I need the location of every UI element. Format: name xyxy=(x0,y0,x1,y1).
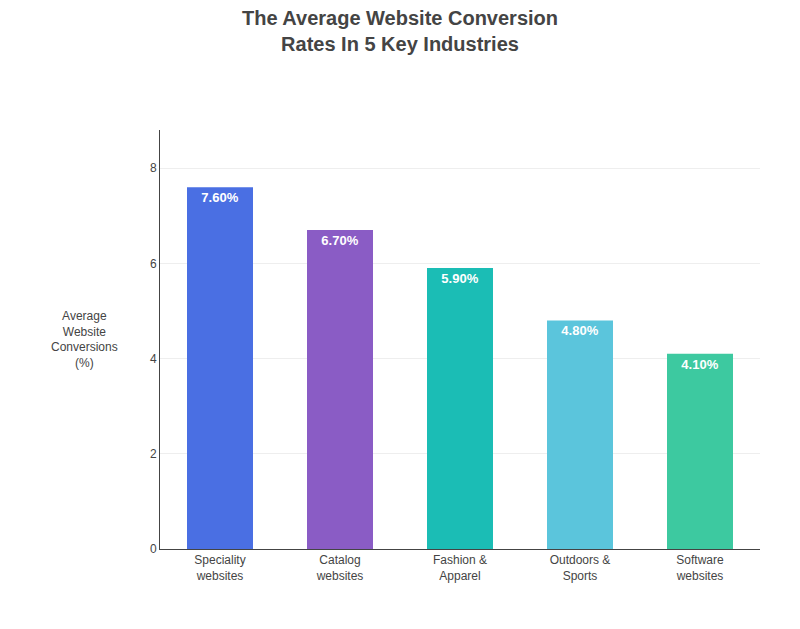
svg-text:4: 4 xyxy=(150,352,157,366)
svg-text:8: 8 xyxy=(150,161,157,175)
svg-text:6.70%: 6.70% xyxy=(321,233,358,248)
svg-text:Softwarewebsites: Softwarewebsites xyxy=(676,553,724,583)
svg-text:The Average Website Conversion: The Average Website ConversionRates In 5… xyxy=(242,7,558,55)
svg-text:AverageWebsiteConversions(%): AverageWebsiteConversions(%) xyxy=(51,309,118,370)
svg-text:4.10%: 4.10% xyxy=(681,357,718,372)
svg-text:5.90%: 5.90% xyxy=(441,271,478,286)
svg-text:Catalogwebsites: Catalogwebsites xyxy=(316,553,364,583)
svg-text:Fashion &Apparel: Fashion &Apparel xyxy=(433,553,487,583)
svg-text:0: 0 xyxy=(150,542,157,556)
svg-text:Specialitywebsites: Specialitywebsites xyxy=(194,553,245,583)
svg-text:6: 6 xyxy=(150,257,157,271)
svg-text:4.80%: 4.80% xyxy=(561,323,598,338)
svg-text:2: 2 xyxy=(150,447,157,461)
svg-text:Outdoors &Sports: Outdoors &Sports xyxy=(550,553,611,583)
svg-text:7.60%: 7.60% xyxy=(201,190,238,205)
